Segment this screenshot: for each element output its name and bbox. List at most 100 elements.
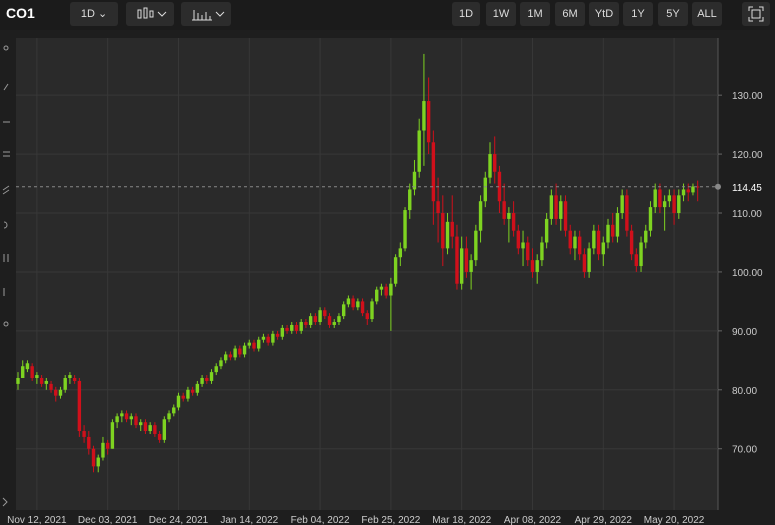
candle-body [686, 189, 690, 193]
candle-body [115, 416, 119, 423]
candle-body [573, 236, 577, 249]
candle-body [516, 230, 521, 249]
candle-body [497, 171, 502, 202]
candle-body [242, 345, 247, 355]
candle-body [96, 457, 100, 467]
candle-body [422, 101, 426, 131]
candle-body [535, 260, 539, 272]
range-button[interactable]: 1W [486, 2, 516, 26]
range-button[interactable]: 6M [555, 2, 585, 26]
y-tick-label: 80.00 [732, 386, 757, 397]
candle-body [101, 442, 105, 458]
candle-body [153, 425, 157, 434]
candle-body [299, 322, 303, 331]
candle-icon [137, 7, 167, 19]
candle-body [233, 348, 237, 358]
range-button[interactable]: ALL [692, 2, 722, 26]
candle-body [25, 363, 30, 370]
candle-body [129, 416, 133, 420]
candle-body [526, 242, 530, 261]
candle-body [346, 298, 351, 305]
candle-body [200, 378, 204, 384]
candle-body [365, 313, 369, 320]
fullscreen-button[interactable] [742, 2, 770, 26]
candle-body [341, 304, 346, 317]
candle-body [337, 316, 341, 323]
candle-body [134, 416, 138, 426]
candle-body [521, 242, 525, 249]
candle-body [611, 224, 615, 237]
candle-body [266, 336, 270, 343]
candle-body [691, 186, 695, 193]
candle-body [672, 195, 676, 214]
candle-body [223, 354, 228, 361]
candle-body [568, 230, 572, 249]
candle-body [72, 378, 77, 381]
candle-body [441, 213, 445, 249]
candle-body [389, 283, 393, 296]
toolbar: CO1 1D ⌄ 1D 1W 1M 6M YtD 1Y 5Y ALL [0, 0, 775, 30]
candle-body [677, 195, 681, 214]
candle-body [214, 366, 218, 373]
range-button[interactable]: 1Y [623, 2, 653, 26]
candle-body [35, 375, 39, 379]
candle-body [68, 375, 72, 379]
candle-body [167, 413, 171, 420]
candle-body [455, 236, 459, 284]
candle-body [488, 154, 492, 178]
candle-body [280, 327, 285, 337]
candle-body [639, 242, 643, 267]
candle-body [294, 324, 299, 331]
candle-body [356, 301, 360, 308]
x-tick-label: Jan 14, 2022 [220, 515, 278, 525]
candle-body [375, 289, 379, 302]
candle-body [554, 195, 558, 219]
candle-body [16, 378, 20, 384]
last-price-dot [715, 183, 721, 190]
candle-body [186, 389, 190, 399]
range-button[interactable]: YtD [589, 2, 619, 26]
candle-body [360, 301, 365, 314]
range-button[interactable]: 1D [452, 2, 480, 26]
candle-body [502, 201, 506, 219]
x-tick-label: Dec 03, 2021 [78, 515, 138, 525]
chart-type-dropdown[interactable] [126, 2, 174, 26]
candle-body [120, 413, 124, 417]
candle-body [110, 422, 115, 449]
candle-body [285, 327, 289, 331]
candle-body [176, 395, 181, 408]
candle-body [124, 413, 129, 420]
candle-body [209, 372, 214, 381]
candle-body [238, 348, 242, 355]
candle-body [44, 380, 49, 384]
candle-body [629, 230, 634, 255]
candle-body [82, 431, 86, 437]
candle-body [596, 230, 601, 255]
candle-body [695, 186, 700, 188]
candle-body [474, 230, 478, 261]
candle-body [469, 260, 473, 272]
candle-body [544, 218, 549, 243]
tool-icons [2, 45, 10, 507]
candle-body [393, 257, 398, 284]
candle-body [540, 242, 544, 261]
candle-body [379, 286, 384, 290]
range-button[interactable]: 1M [520, 2, 550, 26]
candle-body [275, 333, 280, 337]
candle-body [658, 189, 662, 208]
candle-body [139, 422, 143, 426]
interval-dropdown[interactable]: 1D ⌄ [70, 2, 118, 26]
y-tick-label: 110.00 [732, 209, 762, 220]
candle-body [351, 298, 355, 308]
candle-body [606, 224, 610, 243]
candle-body [464, 248, 469, 272]
plot-bg [16, 38, 718, 510]
candle-body [190, 389, 195, 393]
range-button[interactable]: 5Y [658, 2, 688, 26]
candle-body [313, 316, 318, 323]
y-tick-label: 120.00 [732, 150, 763, 161]
indicator-dropdown[interactable] [181, 2, 231, 26]
candle-body [417, 130, 421, 172]
candle-body [601, 242, 605, 255]
